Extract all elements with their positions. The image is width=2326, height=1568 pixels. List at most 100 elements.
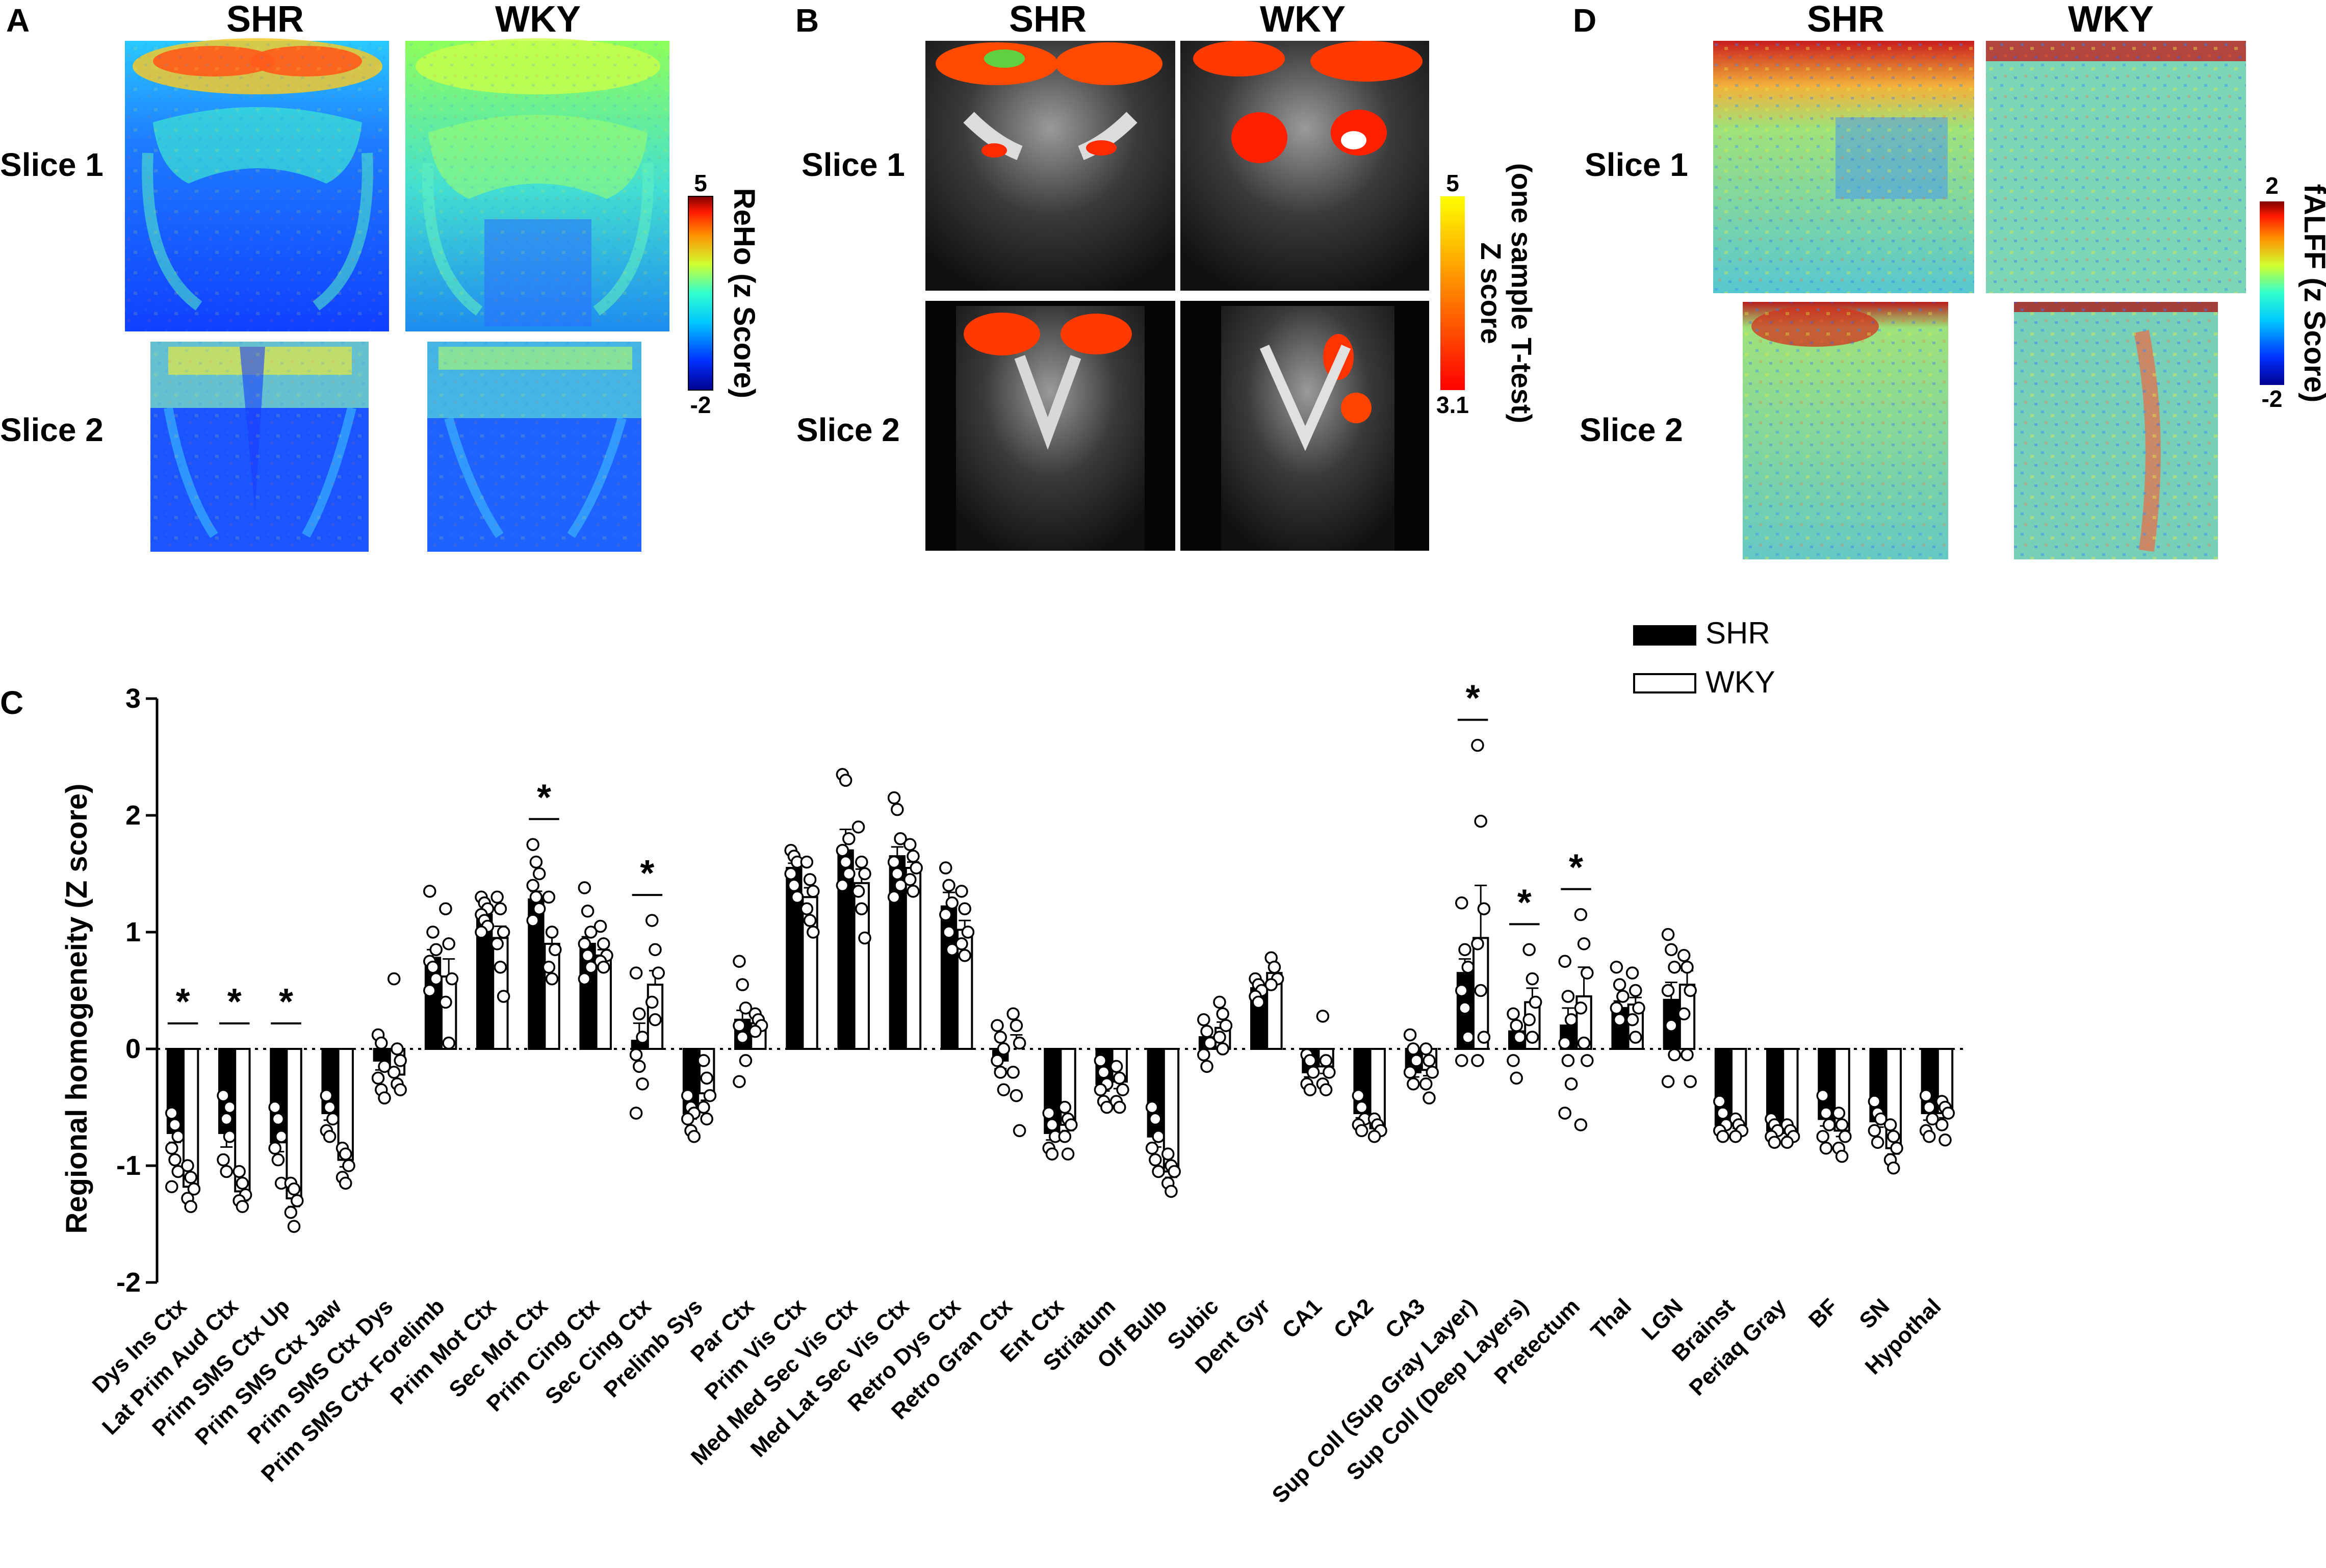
point-shr	[1507, 1054, 1520, 1067]
point-wky	[1581, 966, 1594, 980]
point-wky	[1522, 1013, 1536, 1026]
point-shr	[529, 890, 543, 904]
point-shr	[633, 1007, 646, 1021]
point-shr	[681, 1089, 694, 1102]
point-wky	[1423, 1091, 1436, 1104]
point-wky	[907, 850, 920, 863]
panel-a-row-slice1: Slice 1	[0, 146, 104, 183]
point-wky	[1780, 1136, 1794, 1149]
point-wky	[1625, 1013, 1639, 1026]
point-wky	[1471, 1054, 1484, 1067]
point-wky	[1883, 1118, 1897, 1132]
point-shr	[891, 803, 904, 816]
point-shr	[581, 905, 595, 918]
point-wky	[442, 937, 455, 950]
point-wky	[958, 902, 971, 915]
point-shr	[636, 1077, 649, 1091]
point-wky	[494, 902, 507, 915]
point-wky	[1319, 1083, 1333, 1096]
panel-d-row-slice1: Slice 1	[1585, 146, 1688, 183]
point-wky	[1942, 1107, 1955, 1120]
point-shr	[217, 1089, 230, 1102]
legend-label-wky: WKY	[1705, 665, 1775, 699]
point-shr	[1668, 960, 1681, 974]
legend: SHR WKY	[1633, 616, 1775, 699]
point-shr	[942, 879, 955, 892]
zscore-wky-slice2-image	[1180, 301, 1429, 551]
significance-star: *	[227, 982, 242, 1022]
point-wky	[439, 995, 452, 1009]
point-shr	[1665, 943, 1678, 957]
legend-label-shr: SHR	[1705, 616, 1770, 650]
point-wky	[1006, 1007, 1020, 1021]
panel-d: D SHR WKY Slice 1 Slice 2 2 -2 fALF	[1573, 0, 2326, 559]
point-shr	[223, 1130, 237, 1143]
point-wky	[1113, 1071, 1126, 1085]
point-wky	[1890, 1141, 1903, 1155]
point-wky	[542, 960, 556, 974]
point-shr	[633, 1060, 646, 1073]
point-shr	[1458, 943, 1471, 957]
point-shr	[1513, 1031, 1527, 1044]
point-wky	[1216, 1007, 1229, 1021]
reho-shr-slice2-image	[150, 342, 369, 552]
point-wky	[181, 1159, 194, 1172]
point-wky	[1471, 738, 1484, 752]
point-wky	[800, 902, 814, 915]
bar-shr	[270, 1048, 287, 1144]
point-wky	[497, 990, 510, 1003]
reho-colorbar-min: -2	[690, 392, 711, 418]
point-wky	[855, 855, 868, 869]
point-wky	[394, 1054, 407, 1067]
point-shr	[1926, 1112, 1939, 1126]
point-wky	[1219, 1019, 1233, 1032]
point-shr	[1045, 1147, 1059, 1161]
point-wky	[597, 937, 610, 950]
point-wky	[184, 1200, 197, 1213]
point-shr	[1197, 1013, 1210, 1026]
legend-swatch-wky	[1633, 673, 1696, 693]
point-wky	[697, 1100, 710, 1114]
point-shr	[991, 1054, 1004, 1067]
point-shr	[532, 867, 546, 881]
point-shr	[1100, 1100, 1114, 1114]
point-wky	[652, 966, 665, 980]
point-shr	[1200, 1060, 1213, 1073]
point-shr	[1200, 1024, 1213, 1038]
point-shr	[1461, 1031, 1475, 1044]
point-shr	[1661, 1075, 1675, 1088]
chart-ylabel: Regional homogeneity (Z score)	[60, 784, 93, 1234]
point-shr	[836, 843, 849, 857]
point-shr	[1045, 1118, 1059, 1132]
point-wky	[703, 1089, 717, 1102]
point-wky	[1474, 814, 1487, 828]
point-wky	[748, 1024, 762, 1038]
point-wky	[858, 931, 871, 945]
x-tick-label: Thal	[1586, 1294, 1637, 1344]
point-shr	[1097, 1066, 1110, 1079]
point-wky	[1629, 1031, 1642, 1044]
point-shr	[790, 890, 804, 904]
point-shr	[1407, 1077, 1420, 1091]
point-wky	[907, 885, 920, 898]
point-wky	[1887, 1130, 1900, 1143]
point-shr	[168, 1118, 182, 1132]
point-shr	[1149, 1153, 1162, 1167]
point-wky	[1419, 1042, 1433, 1056]
point-shr	[1919, 1089, 1933, 1102]
falff-wky-slice2-image	[2014, 302, 2218, 559]
point-wky	[1832, 1107, 1846, 1120]
point-wky	[1477, 1031, 1491, 1044]
significance-star: *	[176, 982, 190, 1022]
zscore-wky-slice1-image	[1180, 41, 1429, 291]
point-shr	[1149, 1112, 1162, 1126]
point-shr	[326, 1112, 340, 1126]
significance-star: *	[1569, 847, 1583, 888]
falff-colorbar-max: 2	[2265, 172, 2279, 199]
point-wky	[645, 914, 659, 927]
point-wky	[394, 1083, 407, 1096]
point-wky	[1729, 1130, 1742, 1143]
point-wky	[236, 1176, 249, 1190]
point-shr	[271, 1112, 285, 1126]
